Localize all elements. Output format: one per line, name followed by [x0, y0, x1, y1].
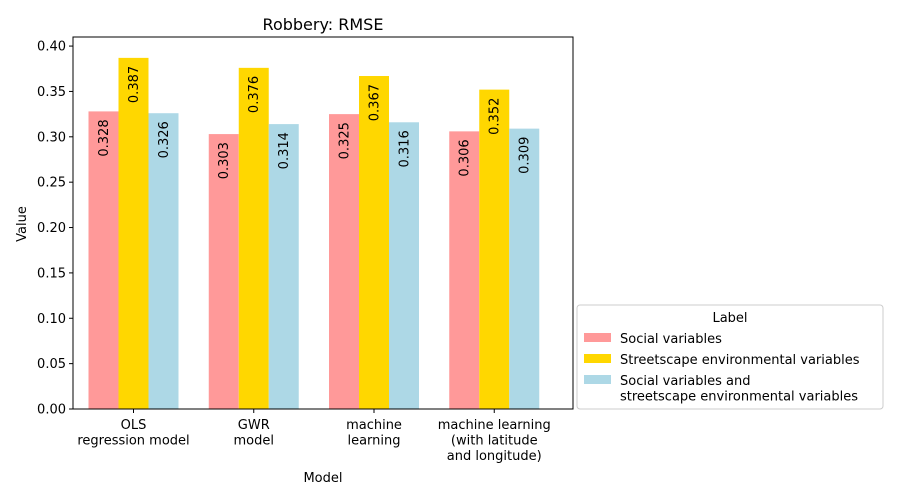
bar	[148, 113, 179, 410]
data-label: 0.376	[247, 76, 262, 113]
x-tick-label-line: and longitude)	[447, 449, 542, 464]
bar	[359, 76, 389, 409]
y-tick-label: 0.40	[37, 40, 66, 55]
y-tick-label: 0.25	[37, 176, 66, 191]
legend-entry-line: Social variables	[620, 332, 722, 347]
x-tick-label-line: OLS	[121, 418, 147, 433]
bar	[238, 67, 269, 409]
legend-entry: Social variables	[620, 332, 722, 347]
bar	[118, 57, 149, 410]
legend-title: Label	[712, 311, 747, 326]
bar	[329, 114, 359, 409]
x-tick-label-line: learning	[347, 434, 400, 449]
data-label: 0.303	[217, 142, 232, 179]
data-label: 0.387	[127, 66, 142, 103]
data-label: 0.328	[97, 119, 112, 156]
data-label: 0.367	[368, 84, 383, 121]
bar	[449, 131, 480, 410]
bar	[88, 111, 119, 410]
axes-frame	[72, 36, 574, 410]
legend-swatch	[584, 375, 611, 384]
x-axis-label: Model	[303, 471, 342, 486]
data-label: 0.326	[157, 121, 172, 158]
data-label: 0.316	[398, 130, 413, 167]
data-label: 0.325	[338, 122, 353, 159]
y-tick-label: 0.35	[37, 85, 66, 100]
x-tick-label: machine learning	[346, 418, 402, 449]
plot-area: 0.00 0.05 0.10 0.15 0.20 0.25 0.30 0.35 0.40 0.32…	[37, 36, 574, 464]
bar	[208, 134, 239, 409]
x-tick-label-line: machine	[346, 418, 402, 433]
y-tick-label: 0.15	[37, 266, 66, 281]
data-label: 0.352	[488, 98, 503, 135]
bar	[509, 128, 540, 409]
data-label: 0.314	[277, 132, 292, 169]
legend-entry-line: Streetscape environmental variables	[620, 353, 860, 368]
legend-box	[576, 304, 884, 410]
y-axis-label: Value	[15, 206, 30, 242]
x-tick-label-line: machine learning	[438, 418, 551, 433]
y-tick-label: 0.30	[37, 130, 66, 145]
legend-entry-line: Social variables and	[620, 374, 750, 389]
x-tick-label: GWR model	[234, 418, 274, 449]
y-tick-label: 0.20	[37, 221, 66, 236]
legend-swatch	[584, 354, 611, 363]
x-tick-label-line: GWR	[238, 418, 270, 433]
data-label: 0.309	[518, 137, 533, 174]
x-tick-label-line: model	[234, 434, 274, 449]
y-tick-label: 0.10	[37, 312, 66, 327]
legend-swatch	[584, 333, 611, 342]
y-tick-label: 0.05	[37, 357, 66, 372]
legend-entry: Social variables and streetscape environm…	[620, 374, 858, 405]
x-tick-label-line: regression model	[77, 434, 189, 449]
bar	[389, 122, 419, 409]
bar	[268, 124, 299, 409]
y-tick-label: 0.00	[37, 403, 66, 418]
x-tick-label-line: (with latitude	[451, 434, 538, 449]
legend-entry-line: streetscape environmental variables	[620, 390, 858, 405]
x-tick-label: OLS regression model	[77, 418, 189, 449]
data-label: 0.306	[458, 139, 473, 176]
legend: Label Social variables Streetscape environ…	[576, 304, 884, 410]
x-tick-label: machine learning (with latitude and longit…	[438, 418, 551, 464]
bar	[479, 89, 510, 409]
chart-title: Robbery: RMSE	[263, 15, 384, 34]
legend-entry: Streetscape environmental variables	[620, 353, 860, 368]
